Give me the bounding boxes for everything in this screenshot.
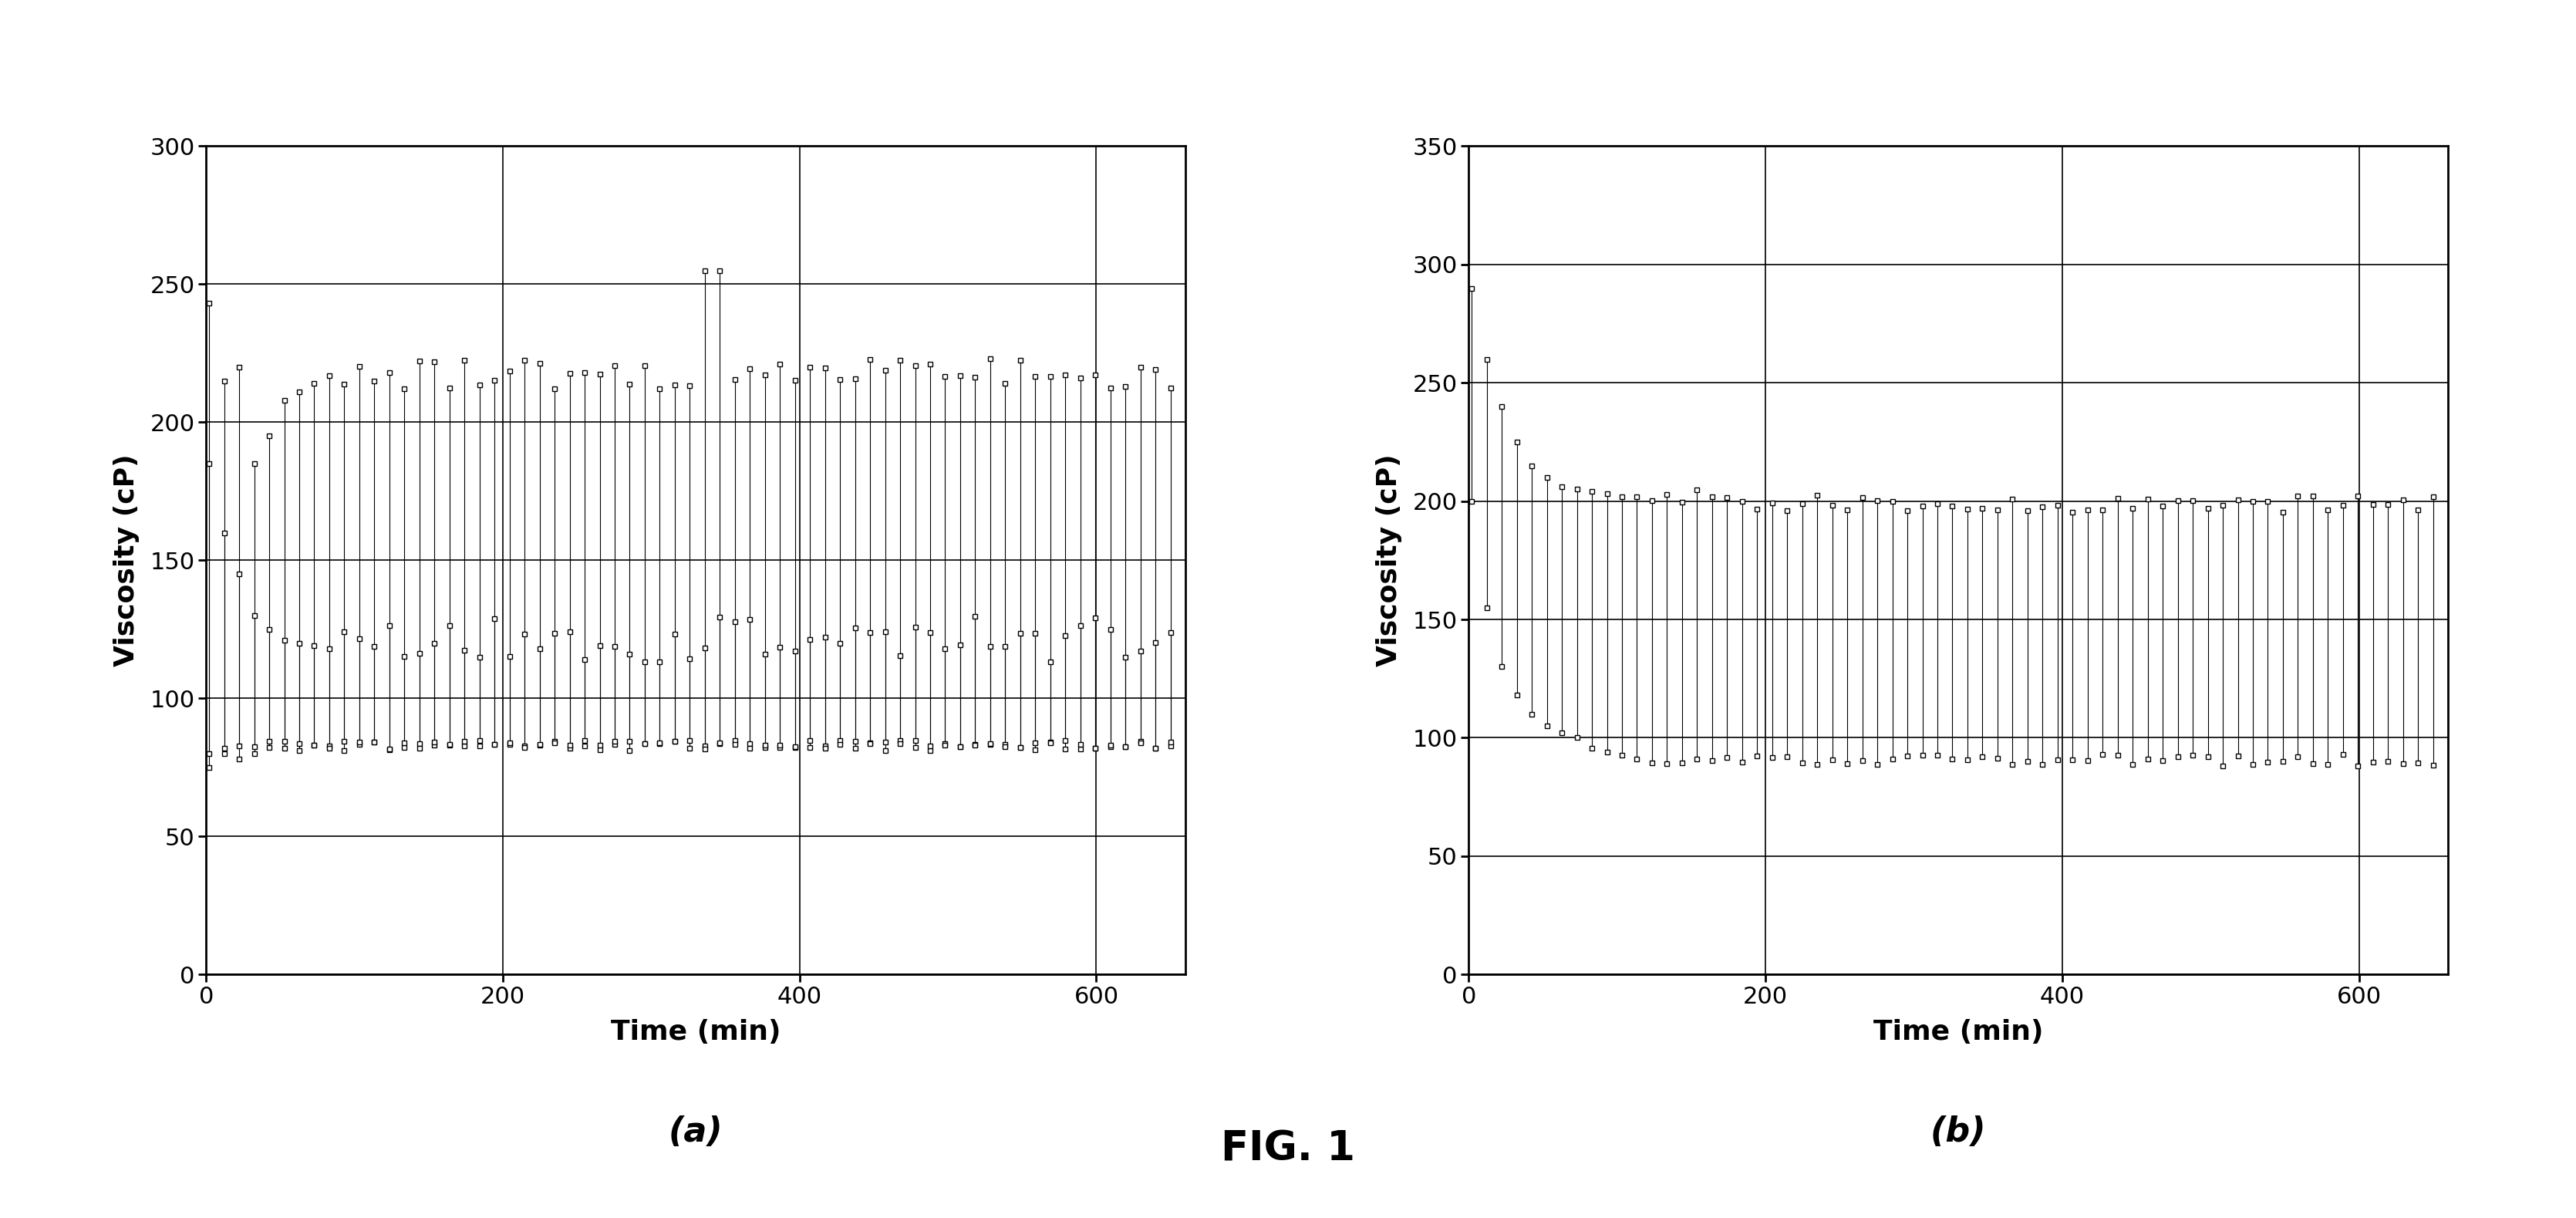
X-axis label: Time (min): Time (min): [611, 1018, 781, 1045]
Y-axis label: Viscosity (cP): Viscosity (cP): [1376, 454, 1401, 666]
Y-axis label: Viscosity (cP): Viscosity (cP): [113, 454, 139, 666]
X-axis label: Time (min): Time (min): [1873, 1018, 2043, 1045]
Text: FIG. 1: FIG. 1: [1221, 1129, 1355, 1169]
Text: (b): (b): [1929, 1116, 1986, 1149]
Text: (a): (a): [667, 1116, 724, 1149]
